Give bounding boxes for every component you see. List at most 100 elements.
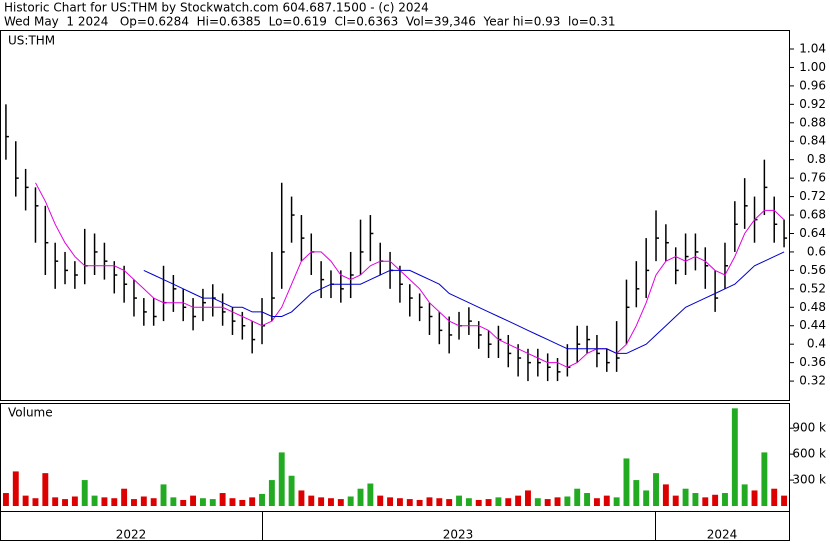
volume-bar (259, 493, 265, 506)
volume-bar (357, 488, 364, 506)
y-tick-label: 0.64 (799, 226, 826, 240)
y-tick-label: 0.68 (799, 208, 826, 222)
y-tick-label: 0.32 (799, 374, 826, 388)
y-tick-label: 1.04 (799, 41, 826, 55)
panel-label: US:THM (8, 34, 55, 48)
volume-bar (692, 493, 699, 506)
volume-bar (554, 497, 561, 506)
y-tick-label: 0.56 (799, 263, 826, 277)
volume-bar (741, 484, 748, 506)
x-axis-panel (0, 511, 790, 541)
panel-label: Volume (8, 406, 53, 420)
moving-average (35, 182, 785, 368)
volume-bar (603, 495, 610, 506)
volume-bar (288, 475, 295, 506)
volume-bar (446, 499, 453, 506)
volume-bar (416, 499, 423, 506)
volume-bar (12, 471, 19, 506)
y-tick-label: 0.44 (799, 318, 826, 332)
y-tick-label: 0.72 (799, 189, 826, 203)
volume-bar (426, 497, 433, 506)
volume-bar (515, 495, 522, 506)
volume-bar (465, 498, 472, 506)
volume-bar (485, 499, 492, 506)
y-tick-label: 300 k (792, 473, 826, 487)
volume-bar (702, 497, 709, 506)
volume-bar (731, 408, 738, 506)
volume-bar (268, 480, 275, 506)
volume-bar (377, 495, 384, 506)
y-tick-label: 0.36 (799, 355, 826, 369)
volume-bar (160, 484, 167, 506)
volume-bar (111, 498, 118, 506)
volume-bar (564, 496, 571, 506)
y-tick-label: 0.8 (807, 152, 826, 166)
volume-bar (318, 497, 325, 506)
volume-bar (367, 483, 374, 506)
volume-bar (653, 473, 659, 506)
volume-bar (298, 490, 305, 506)
volume-bar (209, 499, 216, 506)
volume-bar (672, 495, 679, 506)
quote-line: Wed May 1 2024 Op=0.6284 Hi=0.6385 Lo=0.… (4, 15, 615, 29)
y-tick-label: 900 k (792, 421, 826, 435)
volume-bar (495, 497, 502, 506)
volume-bar (328, 498, 334, 506)
moving-average (143, 251, 785, 354)
price-panel (0, 30, 790, 401)
volume-bar (2, 493, 9, 506)
volume-bar (32, 498, 39, 506)
volume-bar (199, 498, 206, 506)
volume-bar (22, 495, 29, 506)
year-label: 2024 (707, 528, 738, 542)
volume-panel (0, 403, 790, 512)
volume-bar (131, 499, 137, 506)
volume-bar (712, 494, 719, 506)
volume-bar (239, 499, 246, 506)
y-tick-label: 0.52 (799, 281, 826, 295)
volume-bar (475, 499, 482, 506)
volume-bar (771, 488, 778, 506)
y-tick-label: 0.88 (799, 115, 826, 129)
volume-bar (584, 493, 591, 506)
y-tick-label: 600 k (792, 447, 826, 461)
y-tick-label: 0.84 (799, 134, 826, 148)
volume-bar (722, 493, 728, 506)
volume-bar (278, 452, 285, 506)
volume-bar (525, 490, 531, 506)
volume-bar (91, 495, 98, 506)
y-tick-label: 0.96 (799, 78, 826, 92)
year-label: 2023 (443, 528, 474, 542)
volume-bar (593, 498, 600, 506)
volume-bar (623, 458, 630, 506)
volume-bar (505, 498, 512, 506)
volume-bar (180, 499, 187, 506)
volume-bar (81, 480, 88, 506)
volume-bar (170, 497, 177, 506)
y-tick-label: 0.48 (799, 300, 826, 314)
volume-bar (574, 488, 581, 506)
volume-bar (52, 497, 59, 506)
volume-bar (101, 497, 108, 506)
volume-bar (337, 499, 344, 506)
volume-bar (71, 496, 78, 506)
volume-bar (150, 498, 157, 506)
volume-bar (396, 498, 403, 506)
volume-bar (643, 490, 650, 506)
volume-bar (249, 497, 256, 506)
volume-bar (406, 499, 413, 506)
y-tick-label: 0.6 (807, 244, 826, 258)
y-tick-label: 1.00 (799, 60, 826, 74)
volume-bar (781, 495, 788, 506)
volume-bar (229, 498, 236, 506)
volume-bar (387, 497, 394, 506)
volume-bar (751, 490, 758, 506)
volume-bar (662, 484, 669, 506)
volume-bar (62, 499, 68, 506)
year-label: 2022 (116, 528, 147, 542)
volume-bar (633, 480, 640, 506)
chart-title: Historic Chart for US:THM by Stockwatch.… (4, 1, 429, 15)
volume-bar (347, 496, 354, 506)
